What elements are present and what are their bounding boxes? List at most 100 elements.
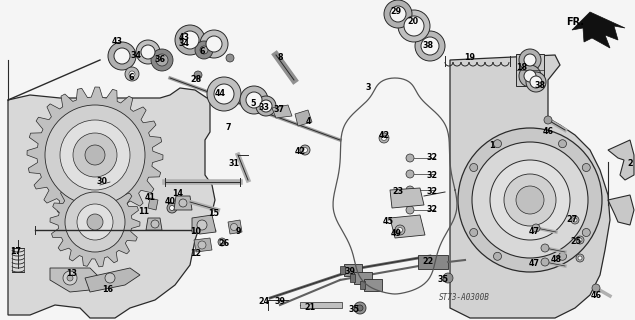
Circle shape	[493, 252, 502, 260]
Polygon shape	[228, 220, 242, 234]
Circle shape	[398, 228, 403, 233]
Circle shape	[578, 238, 582, 242]
Circle shape	[379, 133, 389, 143]
Circle shape	[73, 133, 117, 177]
Circle shape	[390, 6, 406, 22]
Text: 35: 35	[438, 276, 448, 284]
Polygon shape	[608, 195, 634, 225]
Polygon shape	[450, 55, 610, 318]
Circle shape	[406, 154, 414, 162]
Polygon shape	[85, 268, 140, 292]
Polygon shape	[50, 268, 100, 292]
Polygon shape	[608, 140, 634, 180]
Text: 33: 33	[258, 103, 269, 113]
Text: 42: 42	[378, 132, 389, 140]
Circle shape	[559, 252, 566, 260]
Text: 1: 1	[489, 140, 495, 149]
Text: 42: 42	[295, 148, 305, 156]
Circle shape	[541, 244, 549, 252]
Circle shape	[421, 37, 439, 55]
Circle shape	[544, 116, 552, 124]
Text: 25: 25	[570, 237, 582, 246]
Text: 35: 35	[349, 306, 359, 315]
Text: 14: 14	[173, 188, 184, 197]
Circle shape	[530, 76, 542, 88]
Circle shape	[573, 218, 577, 222]
Circle shape	[206, 36, 222, 52]
Text: 21: 21	[304, 303, 316, 313]
Text: 7: 7	[225, 124, 231, 132]
Text: 30: 30	[97, 178, 107, 187]
Bar	[360, 281, 365, 289]
Text: 16: 16	[102, 285, 114, 294]
Text: 2: 2	[627, 158, 633, 167]
Text: 36: 36	[154, 55, 166, 65]
Text: 23: 23	[392, 188, 404, 196]
Circle shape	[200, 46, 208, 54]
Polygon shape	[148, 198, 158, 210]
Text: 49: 49	[391, 229, 401, 238]
Circle shape	[384, 0, 412, 28]
Circle shape	[582, 228, 591, 236]
Text: 17: 17	[11, 247, 22, 257]
Text: 29: 29	[391, 7, 401, 17]
Circle shape	[105, 273, 115, 283]
Circle shape	[256, 96, 276, 116]
Text: 38: 38	[535, 82, 545, 91]
Circle shape	[470, 228, 478, 236]
Bar	[516, 54, 544, 86]
Circle shape	[200, 30, 228, 58]
Text: 28: 28	[190, 76, 202, 84]
Circle shape	[532, 224, 540, 232]
Bar	[350, 274, 355, 282]
Text: 40: 40	[164, 197, 175, 206]
Circle shape	[65, 192, 125, 252]
Text: 10: 10	[190, 228, 201, 236]
Circle shape	[197, 220, 207, 230]
Circle shape	[151, 49, 173, 71]
Circle shape	[382, 135, 387, 140]
Circle shape	[541, 258, 549, 266]
Text: 26: 26	[218, 239, 230, 249]
Circle shape	[60, 120, 130, 190]
Circle shape	[472, 142, 588, 258]
Text: 41: 41	[145, 193, 156, 202]
Text: 32: 32	[427, 171, 438, 180]
Text: 8: 8	[277, 53, 283, 62]
Circle shape	[571, 216, 579, 224]
Bar	[300, 302, 342, 308]
Circle shape	[576, 254, 584, 262]
Bar	[418, 255, 448, 269]
Text: 43: 43	[178, 34, 189, 43]
Circle shape	[559, 140, 566, 148]
Circle shape	[246, 92, 262, 108]
Text: 47: 47	[528, 228, 540, 236]
Text: ST73-A0300B: ST73-A0300B	[439, 293, 490, 302]
Text: 12: 12	[190, 249, 201, 258]
Circle shape	[63, 271, 77, 285]
Circle shape	[218, 238, 226, 246]
Text: 38: 38	[422, 42, 434, 51]
Circle shape	[524, 54, 536, 66]
Circle shape	[576, 236, 584, 244]
Circle shape	[231, 223, 237, 230]
Text: 3: 3	[365, 84, 371, 92]
Circle shape	[207, 77, 241, 111]
Polygon shape	[572, 12, 625, 48]
Circle shape	[519, 49, 541, 71]
Circle shape	[406, 186, 414, 194]
Text: 32: 32	[427, 154, 438, 163]
Circle shape	[404, 16, 424, 36]
Circle shape	[151, 220, 159, 228]
Text: FR.: FR.	[566, 17, 584, 27]
Circle shape	[45, 105, 145, 205]
Text: 18: 18	[516, 63, 528, 73]
Circle shape	[398, 10, 430, 42]
Circle shape	[179, 199, 187, 207]
Text: 19: 19	[464, 53, 476, 62]
Text: 20: 20	[408, 18, 418, 27]
Circle shape	[354, 302, 366, 314]
Circle shape	[85, 145, 105, 165]
Text: 9: 9	[235, 228, 241, 236]
Circle shape	[300, 145, 310, 155]
